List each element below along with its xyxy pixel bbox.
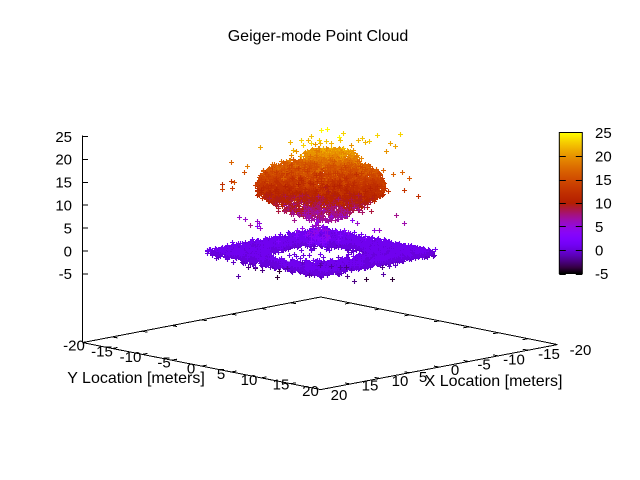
svg-text:10: 10 <box>392 373 409 390</box>
svg-text:10: 10 <box>241 372 258 389</box>
svg-text:20: 20 <box>595 148 612 165</box>
svg-text:10: 10 <box>595 195 612 212</box>
svg-text:-5: -5 <box>595 266 608 283</box>
svg-text:15: 15 <box>595 172 612 189</box>
svg-text:-5: -5 <box>59 266 72 283</box>
svg-text:-10: -10 <box>503 351 525 368</box>
svg-text:0: 0 <box>451 362 459 379</box>
svg-text:Geiger-mode Point Cloud: Geiger-mode Point Cloud <box>228 28 409 45</box>
svg-text:20: 20 <box>55 152 72 169</box>
svg-text:15: 15 <box>273 376 290 393</box>
svg-text:-15: -15 <box>91 343 113 360</box>
svg-text:X Location [meters]: X Location [meters] <box>425 373 563 390</box>
svg-text:-5: -5 <box>477 356 490 373</box>
svg-text:0: 0 <box>595 242 603 259</box>
svg-text:20: 20 <box>302 383 319 400</box>
svg-text:Y Location [meters]: Y Location [meters] <box>67 370 205 387</box>
svg-text:5: 5 <box>595 219 603 236</box>
svg-text:25: 25 <box>595 125 612 142</box>
svg-text:10: 10 <box>55 198 72 215</box>
svg-text:-20: -20 <box>63 337 85 354</box>
svg-text:15: 15 <box>362 377 379 394</box>
svg-text:5: 5 <box>419 369 427 386</box>
svg-text:5: 5 <box>217 366 225 383</box>
svg-text:-5: -5 <box>157 354 170 371</box>
svg-text:-10: -10 <box>120 349 142 366</box>
svg-text:0: 0 <box>187 360 195 377</box>
svg-text:20: 20 <box>331 387 348 404</box>
svg-text:5: 5 <box>64 220 72 237</box>
svg-text:15: 15 <box>55 175 72 192</box>
svg-text:-15: -15 <box>538 346 560 363</box>
svg-text:25: 25 <box>55 129 72 146</box>
svg-text:-20: -20 <box>570 342 592 359</box>
svg-text:0: 0 <box>64 243 72 260</box>
